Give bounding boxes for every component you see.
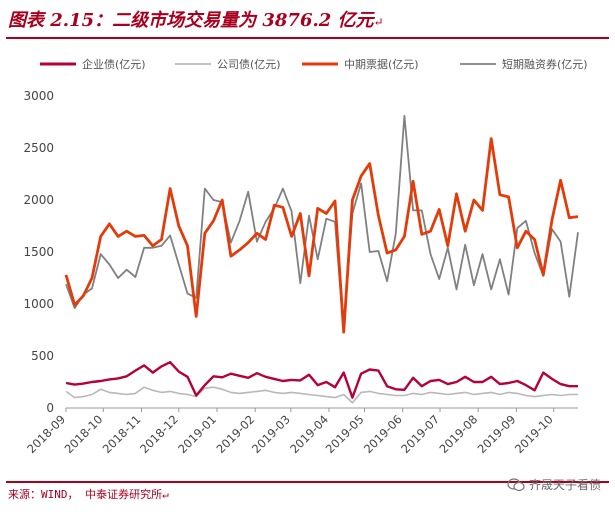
x-tick-label: 2019-04	[287, 412, 331, 456]
x-tick-label: 2019-03	[249, 412, 293, 456]
x-tick-label: 2019-05	[323, 412, 367, 456]
x-tick-label: 2019-09	[475, 412, 519, 456]
x-tick-label: 2018-11	[100, 412, 144, 456]
y-axis: 0 500 1000 1500 2000 2500 3000	[23, 89, 54, 415]
line-chart: 企业债(亿元) 公司债(亿元) 中期票据(亿元) 短期融资券(亿元) 0 500 1000…	[23, 57, 588, 456]
legend-label: 中期票据(亿元)	[344, 57, 419, 71]
y-tick-label: 2500	[23, 141, 54, 155]
chart-title: 图表 2.15：二级市场交易量为 3876.2 亿元↵	[8, 6, 384, 36]
x-tick-label: 2019-10	[512, 412, 556, 456]
title-text: 图表 2.15：二级市场交易量为 3876.2 亿元	[8, 10, 374, 31]
series-line-enterprise	[65, 361, 578, 399]
y-tick-label: 500	[31, 349, 54, 363]
series-line-cp	[65, 114, 579, 332]
paragraph-mark-icon: ↵	[373, 15, 384, 29]
x-tick-label: 2018-12	[137, 412, 181, 456]
x-tick-label: 2018-10	[62, 412, 106, 456]
x-tick-label: 2019-06	[361, 412, 405, 456]
legend-label: 公司债(亿元)	[217, 57, 281, 71]
series-line-corporate	[65, 386, 578, 404]
x-axis: 2018-092018-102018-112018-122019-012019-…	[24, 407, 578, 456]
watermark: 齐晟天子看债	[507, 476, 601, 493]
y-tick-label: 1000	[23, 297, 54, 311]
footer-divider	[6, 481, 609, 483]
watermark-text: 齐晟天子看债	[528, 478, 601, 492]
x-tick-label: 2019-07	[398, 412, 442, 456]
title-divider	[6, 37, 609, 39]
legend-label: 短期融资券(亿元)	[502, 57, 588, 71]
series-layer	[64, 114, 579, 404]
y-tick-label: 0	[46, 401, 54, 415]
legend-label: 企业债(亿元)	[82, 57, 146, 71]
y-tick-label: 3000	[23, 89, 54, 103]
series-line-mtn	[64, 137, 579, 334]
x-tick-label: 2019-08	[436, 412, 480, 456]
x-tick-label: 2019-02	[213, 412, 257, 456]
y-tick-label: 2000	[23, 193, 54, 207]
legend: 企业债(亿元) 公司债(亿元) 中期票据(亿元) 短期融资券(亿元)	[40, 57, 588, 71]
x-tick-label: 2019-01	[175, 412, 219, 456]
x-tick-label: 2018-09	[24, 412, 68, 456]
wechat-icon	[507, 477, 525, 491]
y-tick-label: 1500	[23, 245, 54, 259]
source-note: 来源：WIND， 中泰证券研究所↵	[8, 488, 169, 501]
